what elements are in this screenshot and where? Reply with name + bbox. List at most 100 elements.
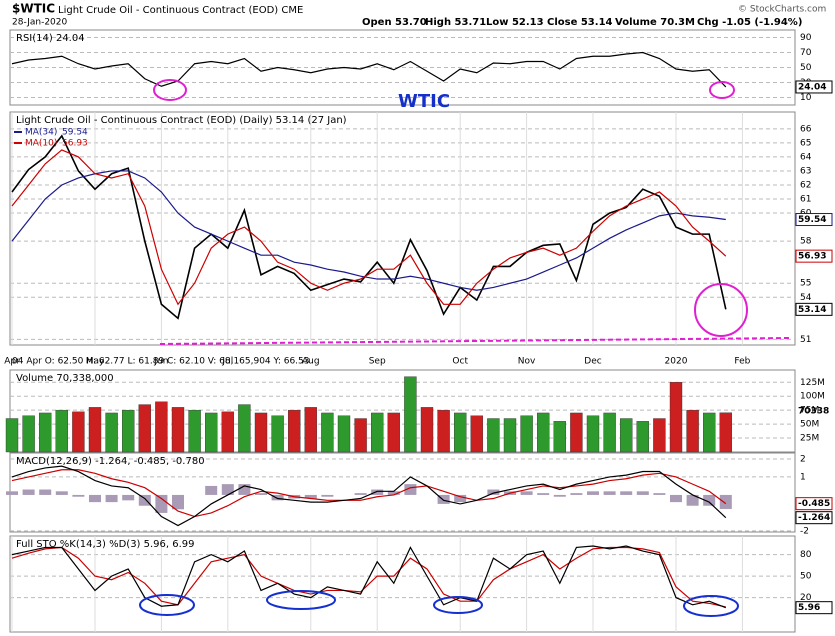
- bar: [72, 411, 85, 453]
- bar: [387, 491, 400, 495]
- highlight-ellipse: [683, 595, 739, 617]
- bar: [636, 491, 649, 495]
- symbol: $WTIC: [12, 2, 55, 16]
- value-badge: [795, 302, 833, 316]
- bar: [254, 412, 268, 453]
- bar: [321, 494, 334, 497]
- value-badge: [795, 213, 833, 227]
- bar: [520, 415, 533, 453]
- highlight-circle: [694, 283, 748, 337]
- y-tick-label: 10: [800, 93, 812, 103]
- bar: [354, 418, 367, 453]
- y-tick-label: 70: [800, 48, 812, 58]
- y-tick-label: 100M: [800, 392, 825, 402]
- panel-frame: [9, 111, 796, 346]
- bar: [5, 418, 19, 453]
- bar: [105, 494, 118, 503]
- bar: [288, 409, 301, 453]
- y-tick-label: 58: [800, 237, 812, 247]
- y-tick-label: 55: [800, 279, 811, 289]
- value-badge-label: 24.04: [798, 82, 826, 92]
- bar: [703, 494, 716, 506]
- annotations-overlay: [139, 79, 791, 617]
- y-tick-label: 90: [800, 33, 812, 43]
- bar: [636, 421, 649, 453]
- bar: [337, 415, 351, 453]
- x-tick-label: Apr: [4, 357, 20, 367]
- bar: [470, 415, 483, 453]
- bar: [88, 407, 102, 453]
- y-tick-label: -2: [800, 526, 809, 536]
- quote-low: Low 52.13: [486, 17, 544, 28]
- bar: [537, 493, 550, 495]
- value-badge: [795, 80, 833, 94]
- bar: [304, 407, 317, 453]
- series-line: [11, 149, 727, 306]
- legend-label: MA(10): [25, 139, 57, 149]
- bar: [520, 491, 533, 495]
- bar: [271, 415, 284, 453]
- bar: [221, 484, 234, 495]
- bar: [686, 494, 699, 506]
- bar: [321, 412, 334, 453]
- y-tick-label: 50: [800, 63, 812, 73]
- x-tick-label: Sep: [369, 357, 386, 367]
- bar: [487, 489, 500, 495]
- bar: [155, 401, 168, 453]
- bar: [603, 491, 616, 495]
- value-badge-label: 53.14: [798, 305, 826, 315]
- bar: [188, 409, 201, 453]
- bar: [39, 489, 52, 495]
- bar: [6, 491, 18, 495]
- bar: [171, 407, 185, 453]
- x-tick-label: Dec: [584, 357, 601, 367]
- value-badge: [795, 601, 833, 615]
- bar: [586, 415, 600, 453]
- bar: [22, 415, 35, 453]
- quote-open: Open 53.70: [362, 17, 427, 28]
- value-badge: [795, 497, 833, 511]
- highlight-ellipse: [266, 590, 336, 610]
- highlight-circle: [153, 79, 187, 101]
- value-badge: [795, 511, 833, 525]
- bar: [703, 412, 716, 453]
- bar: [371, 412, 384, 453]
- value-badge-label: -0.485: [798, 499, 830, 509]
- y-tick-label: 66: [800, 124, 812, 134]
- bar: [553, 494, 566, 497]
- y-tick-label: 50: [800, 572, 812, 582]
- x-tick-label: Feb: [734, 357, 750, 367]
- highlight-ellipse: [433, 596, 483, 614]
- bar: [105, 412, 118, 453]
- bar: [603, 412, 616, 453]
- value-badge: [795, 249, 833, 263]
- y-tick-label: 51: [800, 335, 811, 345]
- value-badge-label: 5.96: [798, 603, 820, 613]
- quote-close: Close 53.14: [547, 17, 613, 28]
- bar: [420, 407, 434, 453]
- bar: [371, 489, 384, 495]
- bar: [72, 494, 85, 497]
- value-badge-label: 56.93: [798, 252, 826, 262]
- bar: [138, 404, 152, 453]
- quote-high: High 53.71: [425, 17, 486, 28]
- value-badge-label: 59.54: [798, 215, 826, 225]
- bar: [271, 494, 284, 501]
- highlight-circle: [709, 81, 735, 99]
- bar: [39, 412, 52, 453]
- support-line: [159, 337, 791, 345]
- bar: [437, 494, 450, 504]
- bar: [304, 494, 317, 499]
- bar: [553, 421, 566, 453]
- legend-value: 59.54: [62, 128, 88, 138]
- y-tick-label: 80: [800, 550, 812, 560]
- panel-frame: [9, 452, 796, 533]
- panel-frame: [9, 535, 796, 633]
- y-tick-label: 65: [800, 138, 811, 148]
- bar: [587, 491, 599, 495]
- bar: [454, 412, 467, 453]
- panel-title: Volume 70,338,000: [16, 373, 114, 384]
- series-line: [11, 170, 726, 291]
- y-tick-label: 2: [800, 454, 806, 464]
- y-tick-label: 1: [800, 472, 806, 482]
